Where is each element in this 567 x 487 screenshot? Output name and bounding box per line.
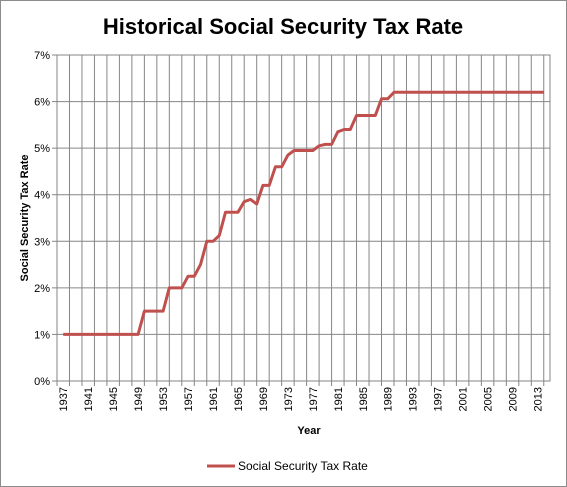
x-tick-labels: 1937 1941 1945 1949 1953 1957 1961 1965 1969 1973…: [58, 387, 544, 411]
x-tick-label: 2013: [533, 387, 545, 411]
x-tick-label: 2009: [508, 387, 520, 411]
x-tick-label: 1965: [233, 387, 245, 411]
y-tick-label: 1%: [34, 329, 50, 341]
grid: [52, 54, 551, 386]
x-tick-label: 2005: [483, 387, 495, 411]
x-tick-label: 1969: [258, 387, 270, 411]
y-tick-label: 4%: [34, 190, 50, 202]
x-tick-label: 2001: [458, 387, 470, 411]
x-tick-label: 1953: [158, 387, 170, 411]
legend-label: Social Security Tax Rate: [238, 459, 368, 473]
series-line: [63, 90, 544, 336]
chart-title: Historical Social Security Tax Rate: [103, 14, 463, 39]
y-tick-label: 3%: [34, 236, 50, 248]
x-tick-label: 1945: [108, 387, 120, 411]
x-tick-label: 1977: [308, 387, 320, 411]
y-tick-label: 5%: [34, 143, 50, 155]
y-tick-label: 0%: [34, 376, 50, 388]
legend: Social Security Tax Rate: [207, 459, 368, 473]
x-tick-label: 1961: [208, 387, 220, 411]
plot-area: [56, 54, 551, 382]
y-axis-label: Social Security Tax Rate: [19, 155, 31, 282]
y-tick-label: 7%: [34, 50, 50, 62]
series-group: [63, 90, 544, 336]
x-tick-label: 1997: [433, 387, 445, 411]
x-axis-label: Year: [297, 425, 321, 437]
x-tick-label: 1941: [83, 387, 95, 411]
x-tick-label: 1981: [333, 387, 345, 411]
y-tick-label: 2%: [34, 283, 50, 295]
x-tick-label: 1949: [133, 387, 145, 411]
x-tick-label: 1985: [358, 387, 370, 411]
y-tick-labels: 0% 1% 2% 3% 4% 5% 6% 7%: [34, 50, 50, 388]
x-tick-label: 1973: [283, 387, 295, 411]
y-tick-label: 6%: [34, 97, 50, 109]
x-tick-label: 1957: [183, 387, 195, 411]
x-tick-label: 1989: [383, 387, 395, 411]
x-tick-label: 1993: [408, 387, 420, 411]
x-tick-label: 1937: [58, 387, 70, 411]
